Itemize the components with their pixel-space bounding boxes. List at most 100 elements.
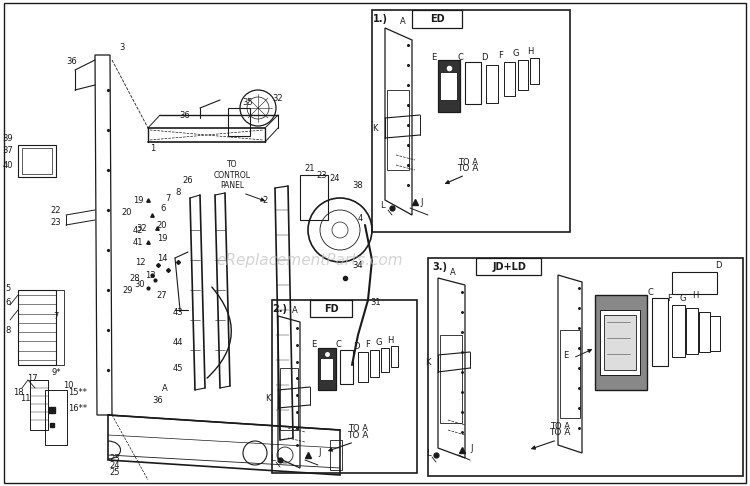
Text: 7: 7 xyxy=(165,193,171,203)
Text: 13: 13 xyxy=(145,271,155,279)
Bar xyxy=(672,272,717,294)
Text: 1: 1 xyxy=(150,143,156,153)
Text: H: H xyxy=(692,291,698,299)
Text: 22: 22 xyxy=(51,206,62,214)
Bar xyxy=(391,346,398,367)
Text: 29: 29 xyxy=(123,285,134,295)
Bar xyxy=(56,290,64,365)
Bar xyxy=(300,175,328,220)
Bar xyxy=(381,348,389,372)
Text: E: E xyxy=(431,52,436,62)
Text: 30: 30 xyxy=(135,279,146,289)
Text: FD: FD xyxy=(324,304,338,314)
Text: 3: 3 xyxy=(119,44,124,52)
Text: J: J xyxy=(319,448,321,456)
Text: 18: 18 xyxy=(13,387,23,397)
Text: J: J xyxy=(421,197,423,207)
Text: TO A: TO A xyxy=(458,163,478,173)
Text: K: K xyxy=(266,394,271,402)
Text: A: A xyxy=(400,17,406,27)
Bar xyxy=(45,390,67,445)
Bar xyxy=(672,305,685,357)
Text: 40: 40 xyxy=(3,160,13,170)
Text: 19: 19 xyxy=(133,195,143,205)
Text: E: E xyxy=(563,350,568,360)
Bar xyxy=(710,316,720,351)
Bar xyxy=(228,108,250,136)
Text: K: K xyxy=(425,358,430,366)
Bar xyxy=(465,62,481,104)
Text: 39: 39 xyxy=(3,134,13,142)
Bar xyxy=(486,65,498,103)
Text: 5: 5 xyxy=(5,283,10,293)
Bar xyxy=(440,335,462,423)
Text: 14: 14 xyxy=(157,254,167,262)
Text: 43: 43 xyxy=(172,308,183,316)
Text: 34: 34 xyxy=(352,260,363,270)
Text: 32: 32 xyxy=(136,224,147,232)
Text: L: L xyxy=(426,449,430,457)
Text: 23: 23 xyxy=(316,171,327,179)
Bar xyxy=(387,90,409,170)
Text: 24: 24 xyxy=(330,174,340,183)
Bar xyxy=(372,10,570,232)
Text: F: F xyxy=(365,340,370,348)
Bar xyxy=(652,298,668,366)
Text: TO A: TO A xyxy=(458,157,478,167)
Text: 7: 7 xyxy=(53,312,58,320)
Text: TO A: TO A xyxy=(347,431,369,439)
Bar xyxy=(530,58,539,84)
Text: 31: 31 xyxy=(370,297,381,307)
Text: 41: 41 xyxy=(133,238,143,246)
Bar xyxy=(476,258,541,275)
Text: A: A xyxy=(450,267,456,277)
Text: H: H xyxy=(526,47,533,55)
Text: 4: 4 xyxy=(357,213,363,223)
Bar xyxy=(320,358,333,380)
Text: 32: 32 xyxy=(273,93,284,103)
Text: 2: 2 xyxy=(262,195,268,205)
Text: TO A: TO A xyxy=(348,423,368,433)
Text: D: D xyxy=(481,53,488,63)
Text: 21: 21 xyxy=(304,163,315,173)
Text: J: J xyxy=(471,444,473,452)
Text: 36: 36 xyxy=(67,57,77,67)
Text: TO A: TO A xyxy=(549,428,571,436)
Text: 15**: 15** xyxy=(68,387,88,397)
Text: 42: 42 xyxy=(133,226,143,235)
Text: E: E xyxy=(311,340,316,348)
Text: G: G xyxy=(376,337,382,347)
Bar xyxy=(272,300,417,473)
Text: 16**: 16** xyxy=(68,403,88,413)
Text: G: G xyxy=(680,294,686,302)
Text: D: D xyxy=(715,260,722,270)
Text: 36: 36 xyxy=(153,396,164,404)
Text: 3.): 3.) xyxy=(433,262,448,272)
Bar xyxy=(504,62,515,96)
Bar xyxy=(340,350,353,384)
Bar xyxy=(310,300,352,317)
Bar xyxy=(686,308,698,354)
Text: 20: 20 xyxy=(157,221,167,229)
Text: C: C xyxy=(457,52,463,62)
Bar xyxy=(600,310,640,375)
Text: 35: 35 xyxy=(243,98,254,106)
Text: 23: 23 xyxy=(110,453,120,463)
Bar xyxy=(280,368,298,430)
Text: 27: 27 xyxy=(157,291,167,299)
Text: C: C xyxy=(335,340,341,348)
Text: 6: 6 xyxy=(160,204,166,212)
Text: A: A xyxy=(162,383,168,393)
Text: JD+LD: JD+LD xyxy=(492,262,526,272)
Text: 2.): 2.) xyxy=(272,304,287,314)
Bar xyxy=(18,290,56,365)
Text: 45: 45 xyxy=(172,364,183,372)
Text: 26: 26 xyxy=(183,175,194,185)
Bar xyxy=(358,352,368,382)
Text: 8: 8 xyxy=(5,326,10,334)
Text: eReplacementParts.com: eReplacementParts.com xyxy=(217,253,404,267)
Bar xyxy=(699,312,710,352)
Bar xyxy=(518,60,528,90)
Bar xyxy=(30,380,48,430)
Text: TO
CONTROL
PANEL: TO CONTROL PANEL xyxy=(214,160,250,190)
